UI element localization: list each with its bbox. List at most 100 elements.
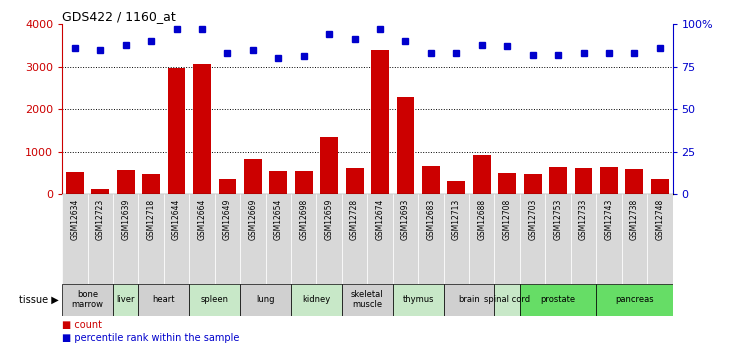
FancyBboxPatch shape <box>113 194 138 284</box>
Bar <box>244 159 262 194</box>
FancyBboxPatch shape <box>494 284 520 316</box>
FancyBboxPatch shape <box>164 194 189 284</box>
FancyBboxPatch shape <box>596 194 621 284</box>
Text: GSM12654: GSM12654 <box>274 199 283 240</box>
Text: GSM12743: GSM12743 <box>605 199 613 240</box>
Bar <box>346 168 363 194</box>
FancyBboxPatch shape <box>342 284 393 316</box>
Bar <box>549 167 567 194</box>
Text: lung: lung <box>257 295 275 304</box>
Text: pancreas: pancreas <box>615 295 654 304</box>
Text: GSM12728: GSM12728 <box>350 199 359 240</box>
Bar <box>626 169 643 194</box>
FancyBboxPatch shape <box>138 284 189 316</box>
FancyBboxPatch shape <box>545 194 571 284</box>
Bar <box>397 97 414 194</box>
Text: GSM12669: GSM12669 <box>249 199 257 240</box>
Text: spleen: spleen <box>201 295 229 304</box>
Text: kidney: kidney <box>303 295 330 304</box>
Text: GSM12639: GSM12639 <box>121 199 130 240</box>
Bar <box>295 171 313 194</box>
Text: ■ count: ■ count <box>62 320 102 330</box>
FancyBboxPatch shape <box>571 194 596 284</box>
FancyBboxPatch shape <box>520 194 545 284</box>
Bar <box>523 174 542 194</box>
Text: GSM12649: GSM12649 <box>223 199 232 240</box>
Bar <box>422 166 440 194</box>
FancyBboxPatch shape <box>113 284 138 316</box>
Text: GSM12659: GSM12659 <box>325 199 333 240</box>
FancyBboxPatch shape <box>291 194 317 284</box>
FancyBboxPatch shape <box>444 194 469 284</box>
FancyBboxPatch shape <box>520 284 596 316</box>
Bar <box>143 174 160 194</box>
Bar <box>575 168 592 194</box>
Bar <box>447 181 465 194</box>
Bar <box>66 172 84 194</box>
Text: heart: heart <box>153 295 175 304</box>
Text: GSM12634: GSM12634 <box>70 199 80 240</box>
Text: liver: liver <box>116 295 135 304</box>
FancyBboxPatch shape <box>215 194 240 284</box>
Text: GSM12708: GSM12708 <box>503 199 512 240</box>
Text: GSM12693: GSM12693 <box>401 199 410 240</box>
FancyBboxPatch shape <box>444 284 494 316</box>
FancyBboxPatch shape <box>367 194 393 284</box>
Text: brain: brain <box>458 295 480 304</box>
Text: GSM12718: GSM12718 <box>147 199 156 240</box>
FancyBboxPatch shape <box>265 194 291 284</box>
Text: GSM12664: GSM12664 <box>197 199 207 240</box>
FancyBboxPatch shape <box>62 194 88 284</box>
Text: GDS422 / 1160_at: GDS422 / 1160_at <box>62 10 176 23</box>
Text: GSM12738: GSM12738 <box>630 199 639 240</box>
FancyBboxPatch shape <box>393 194 418 284</box>
Bar <box>320 137 338 194</box>
Text: GSM12674: GSM12674 <box>376 199 385 240</box>
FancyBboxPatch shape <box>88 194 113 284</box>
Text: prostate: prostate <box>540 295 575 304</box>
Text: bone
marrow: bone marrow <box>72 290 104 309</box>
Bar <box>167 68 186 194</box>
FancyBboxPatch shape <box>647 194 673 284</box>
FancyBboxPatch shape <box>621 194 647 284</box>
FancyBboxPatch shape <box>240 284 291 316</box>
FancyBboxPatch shape <box>62 284 113 316</box>
Bar <box>499 174 516 194</box>
Text: GSM12698: GSM12698 <box>299 199 308 240</box>
Text: GSM12703: GSM12703 <box>528 199 537 240</box>
FancyBboxPatch shape <box>469 194 494 284</box>
Text: tissue ▶: tissue ▶ <box>19 295 58 305</box>
FancyBboxPatch shape <box>418 194 444 284</box>
FancyBboxPatch shape <box>189 284 240 316</box>
Text: thymus: thymus <box>403 295 434 304</box>
Bar <box>600 167 618 194</box>
Bar <box>117 170 135 194</box>
Bar <box>193 64 211 194</box>
Text: spinal cord: spinal cord <box>484 295 530 304</box>
Text: GSM12713: GSM12713 <box>452 199 461 240</box>
FancyBboxPatch shape <box>291 284 342 316</box>
Text: GSM12733: GSM12733 <box>579 199 588 240</box>
Text: GSM12644: GSM12644 <box>172 199 181 240</box>
Text: GSM12748: GSM12748 <box>655 199 664 240</box>
Bar <box>270 171 287 194</box>
Text: GSM12683: GSM12683 <box>426 199 436 240</box>
Bar <box>473 155 491 194</box>
Text: skeletal
muscle: skeletal muscle <box>351 290 384 309</box>
Text: GSM12753: GSM12753 <box>553 199 563 240</box>
FancyBboxPatch shape <box>494 194 520 284</box>
FancyBboxPatch shape <box>596 284 673 316</box>
Bar <box>651 179 669 194</box>
Bar <box>91 189 109 194</box>
FancyBboxPatch shape <box>189 194 215 284</box>
Bar <box>219 178 236 194</box>
Text: GSM12723: GSM12723 <box>96 199 105 240</box>
Text: ■ percentile rank within the sample: ■ percentile rank within the sample <box>62 333 240 343</box>
FancyBboxPatch shape <box>240 194 265 284</box>
Text: GSM12688: GSM12688 <box>477 199 486 240</box>
FancyBboxPatch shape <box>138 194 164 284</box>
FancyBboxPatch shape <box>317 194 342 284</box>
Bar <box>371 50 389 194</box>
FancyBboxPatch shape <box>393 284 444 316</box>
FancyBboxPatch shape <box>342 194 367 284</box>
